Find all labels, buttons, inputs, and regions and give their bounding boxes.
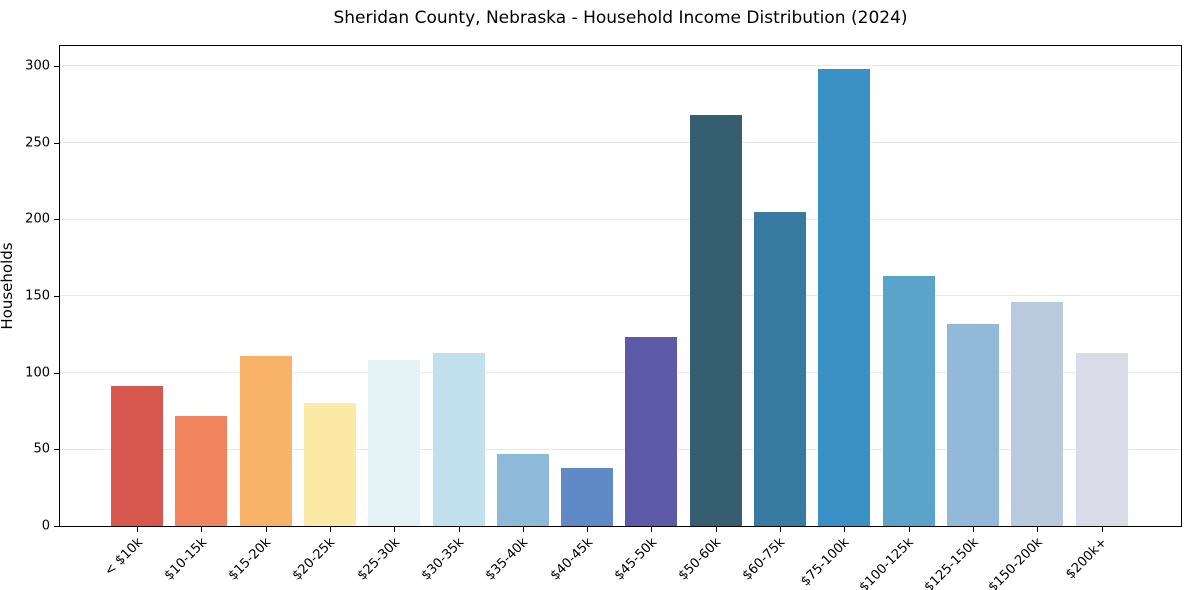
x-tick-label: $50-60k [675,535,725,584]
y-tick-mark [54,295,59,297]
y-tick-mark [54,219,59,221]
y-tick-label: 100 [25,365,50,381]
x-tick-mark [137,527,138,532]
x-tick-mark [715,527,717,532]
bar-$35-40k [496,453,549,526]
bar-$50-60k [689,115,742,526]
gridline-y-50 [60,448,1181,450]
x-tick-label: $60-75k [740,535,789,584]
bar-$15-20k [239,355,292,526]
bar-$200k+ [1075,352,1128,526]
x-tick-label: < $10k [101,535,146,580]
x-tick-mark [458,527,460,532]
x-tick-mark [844,527,846,532]
x-tick-label: $200k+ [1063,535,1111,583]
y-tick-label: 200 [25,211,50,227]
gridline-y-100 [60,372,1181,374]
gridline-y-250 [60,142,1181,144]
x-tick-label: $150-200k [985,535,1046,590]
x-tick-label: $45-50k [611,535,660,584]
bar-< $10k [111,386,163,526]
x-tick-mark [522,527,524,532]
x-tick-label: $30-35k [418,535,468,584]
x-tick-mark [587,527,589,532]
x-tick-label: $25-30k [354,535,403,584]
x-tick-label: $20-25k [290,535,339,584]
bar-$20-25k [303,403,356,526]
bar-$100-125k [882,276,935,526]
bar-$45-50k [625,337,678,526]
x-tick-mark [780,527,781,532]
y-tick-mark [54,65,59,67]
x-tick-mark [651,527,653,532]
gridline-y-150 [60,295,1181,297]
x-tick-label: $15-20k [225,535,275,584]
gridline-y-300 [60,65,1181,67]
x-tick-label: $100-125k [857,535,918,590]
y-tick-label: 0 [41,518,50,534]
bar-$25-30k [368,360,421,526]
y-tick-mark [54,526,59,527]
chart-title: Sheridan County, Nebraska - Household In… [333,8,908,28]
bar-$10-15k [175,415,228,526]
bar-$60-75k [754,211,806,526]
bar-$40-45k [561,467,614,526]
x-tick-label: $40-45k [547,535,596,584]
x-tick-mark [329,527,331,532]
x-tick-mark [908,527,910,532]
x-tick-mark [265,527,267,532]
y-tick-mark [54,449,59,451]
x-tick-label: $10-15k [161,535,210,584]
y-tick-label: 150 [25,288,50,304]
y-tick-mark [54,142,59,144]
y-axis-label: Households [0,242,16,330]
x-tick-label: $35-40k [482,535,532,584]
bar-$30-35k [432,352,485,526]
x-tick-mark [1037,527,1039,532]
x-tick-mark [394,527,396,532]
y-tick-label: 50 [33,441,50,457]
x-tick-label: $75-100k [798,535,853,590]
gridline-y-200 [60,218,1181,220]
x-tick-mark [972,527,974,532]
x-tick-label: $125-150k [921,535,982,590]
bar-$75-100k [818,69,871,526]
y-tick-label: 300 [25,58,50,74]
x-tick-mark [201,527,203,532]
y-tick-label: 250 [25,135,50,151]
y-tick-mark [54,372,59,374]
plot-area [59,45,1182,527]
bar-$150-200k [1011,302,1064,526]
bar-$125-150k [946,323,999,526]
x-tick-mark [1101,527,1103,532]
